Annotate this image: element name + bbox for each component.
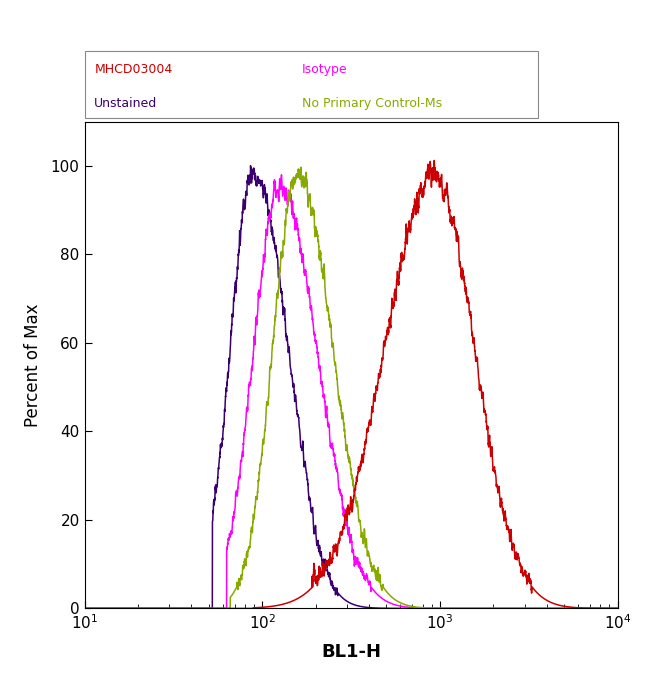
X-axis label: BL1-H: BL1-H: [321, 643, 381, 661]
Text: Unstained: Unstained: [94, 97, 157, 110]
Y-axis label: Percent of Max: Percent of Max: [25, 304, 42, 427]
Text: MHCD03004: MHCD03004: [94, 63, 172, 76]
Text: Isotype: Isotype: [302, 63, 348, 76]
Text: No Primary Control-Ms: No Primary Control-Ms: [302, 97, 442, 110]
